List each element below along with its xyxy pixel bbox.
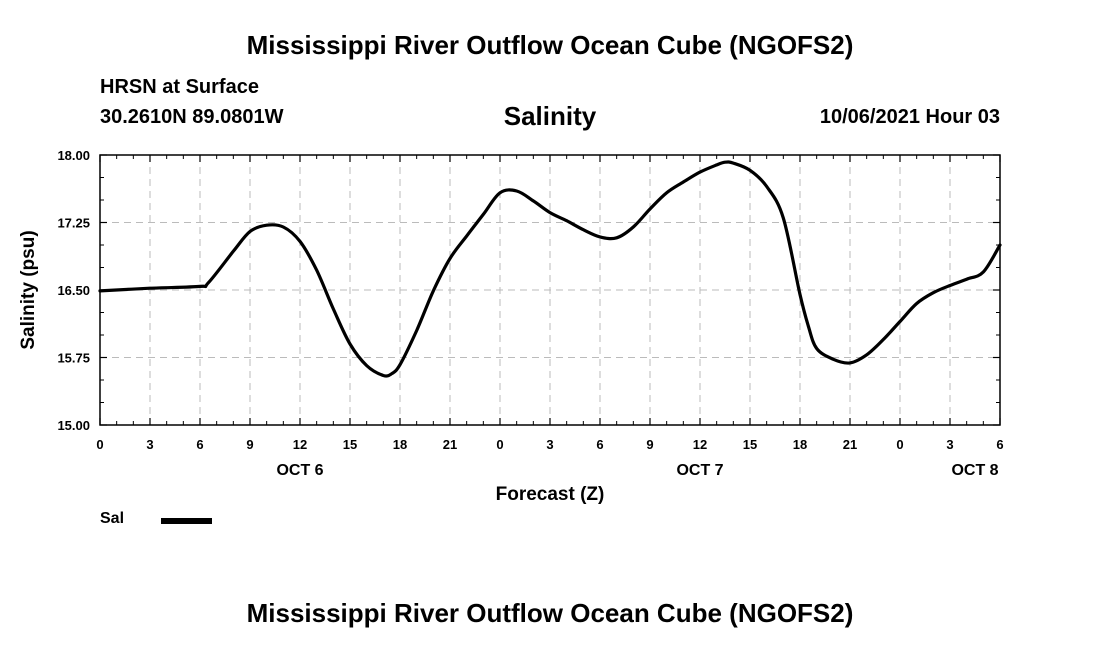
x-tick-label: 6 (196, 437, 203, 452)
x-tick-label: 3 (946, 437, 953, 452)
forecast-datetime: 10/06/2021 Hour 03 (819, 106, 1000, 128)
y-axis-title: Salinity (psu) (18, 230, 39, 349)
y-tick-label: 17.25 (57, 216, 90, 231)
series-line-sal (98, 160, 1002, 378)
legend-swatch (161, 518, 212, 524)
station-label: HRSN at Surface (100, 76, 259, 98)
grid-lines (100, 155, 1000, 425)
y-tick-label: 16.50 (57, 283, 90, 298)
x-tick-label: 0 (896, 437, 903, 452)
y-tick-label: 15.00 (57, 418, 90, 433)
x-tick-label: 3 (146, 437, 153, 452)
y-tick-label: 18.00 (57, 148, 90, 163)
x-tick-label: 12 (693, 437, 707, 452)
date-label: OCT 8 (951, 462, 998, 479)
main-title: Mississippi River Outflow Ocean Cube (NG… (246, 30, 854, 60)
x-tick-label: 15 (743, 437, 757, 452)
plot-frame (99, 154, 1001, 426)
x-tick-label: 15 (343, 437, 357, 452)
x-tick-label: 18 (393, 437, 407, 452)
x-tick-label: 21 (843, 437, 857, 452)
date-label: OCT 6 (276, 462, 323, 479)
coordinates-label: 30.2610N 89.0801W (100, 106, 284, 128)
x-axis-title: Forecast (Z) (496, 484, 605, 505)
x-tick-label: 6 (596, 437, 603, 452)
x-tick-label: 0 (496, 437, 503, 452)
y-tick-labels: 15.00 15.75 16.50 17.25 18.00 (57, 148, 90, 433)
x-tick-label: 9 (246, 437, 253, 452)
date-labels: OCT 6 OCT 7 OCT 8 (276, 462, 998, 479)
y-tick-label: 15.75 (57, 351, 90, 366)
x-tick-label: 3 (546, 437, 553, 452)
x-tick-label: 6 (996, 437, 1003, 452)
legend-label: Sal (100, 510, 125, 527)
date-label: OCT 7 (676, 462, 723, 479)
x-tick-label: 21 (443, 437, 457, 452)
chart-title: Salinity (503, 101, 597, 131)
x-tick-label: 12 (293, 437, 307, 452)
footer-title: Mississippi River Outflow Ocean Cube (NG… (246, 598, 854, 628)
x-tick-labels: 0 3 6 9 12 15 18 21 0 3 6 9 12 15 18 21 0 3 6 (96, 437, 1003, 452)
x-tick-label: 0 (96, 437, 103, 452)
series-layer (98, 160, 1002, 378)
x-tick-label: 18 (793, 437, 807, 452)
x-tick-label: 9 (646, 437, 653, 452)
